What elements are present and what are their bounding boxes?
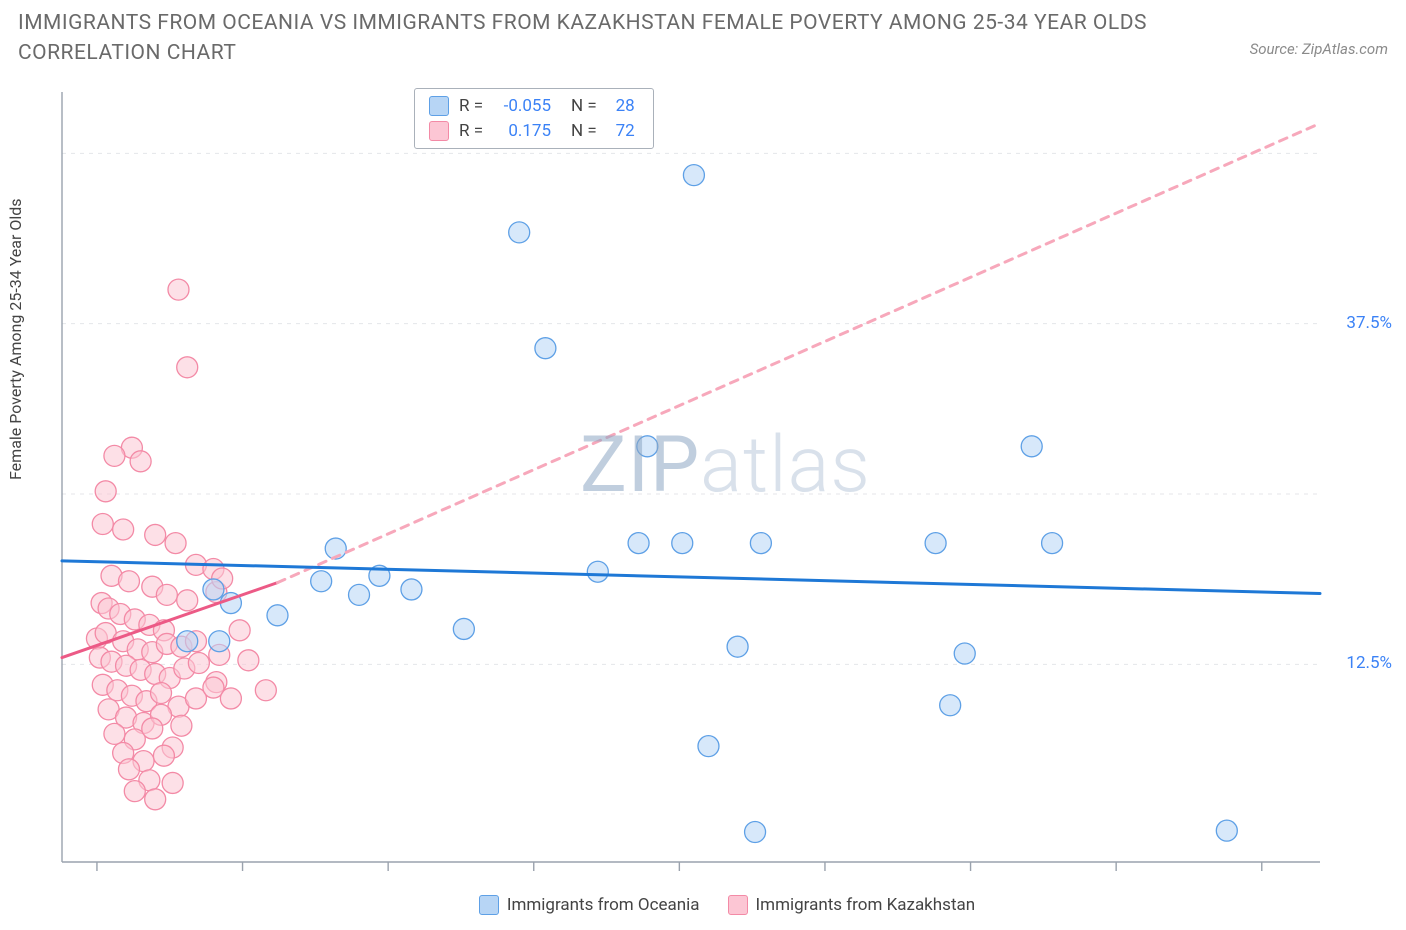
source-attribution: Source: ZipAtlas.com [1250, 40, 1388, 58]
legend-item-oceania: Immigrants from Oceania [479, 895, 700, 915]
r-value-kazakhstan: 0.175 [493, 119, 551, 144]
stats-row-oceania: R = -0.055 N = 28 [429, 94, 635, 119]
legend-label-oceania: Immigrants from Oceania [507, 895, 700, 915]
n-value-kazakhstan: 72 [607, 119, 635, 144]
legend-swatch-blue [479, 895, 499, 915]
chart-title: IMMIGRANTS FROM OCEANIA VS IMMIGRANTS FR… [18, 8, 1186, 69]
y-tick-label: 12.5% [1346, 653, 1392, 673]
x-axis-and-legend: Immigrants from Oceania Immigrants from … [48, 890, 1392, 920]
legend-item-kazakhstan: Immigrants from Kazakhstan [728, 895, 976, 915]
r-value-oceania: -0.055 [493, 94, 551, 119]
y-axis-label: Female Poverty Among 25-34 Year Olds [6, 198, 25, 480]
stats-row-kazakhstan: R = 0.175 N = 72 [429, 119, 635, 144]
swatch-blue [429, 96, 449, 116]
swatch-pink [429, 121, 449, 141]
legend-label-kazakhstan: Immigrants from Kazakhstan [756, 895, 976, 915]
n-value-oceania: 28 [607, 94, 635, 119]
legend-swatch-pink [728, 895, 748, 915]
y-tick-label: 37.5% [1346, 313, 1392, 333]
correlation-chart [48, 86, 1392, 876]
correlation-stats-box: R = -0.055 N = 28 R = 0.175 N = 72 [414, 88, 654, 149]
